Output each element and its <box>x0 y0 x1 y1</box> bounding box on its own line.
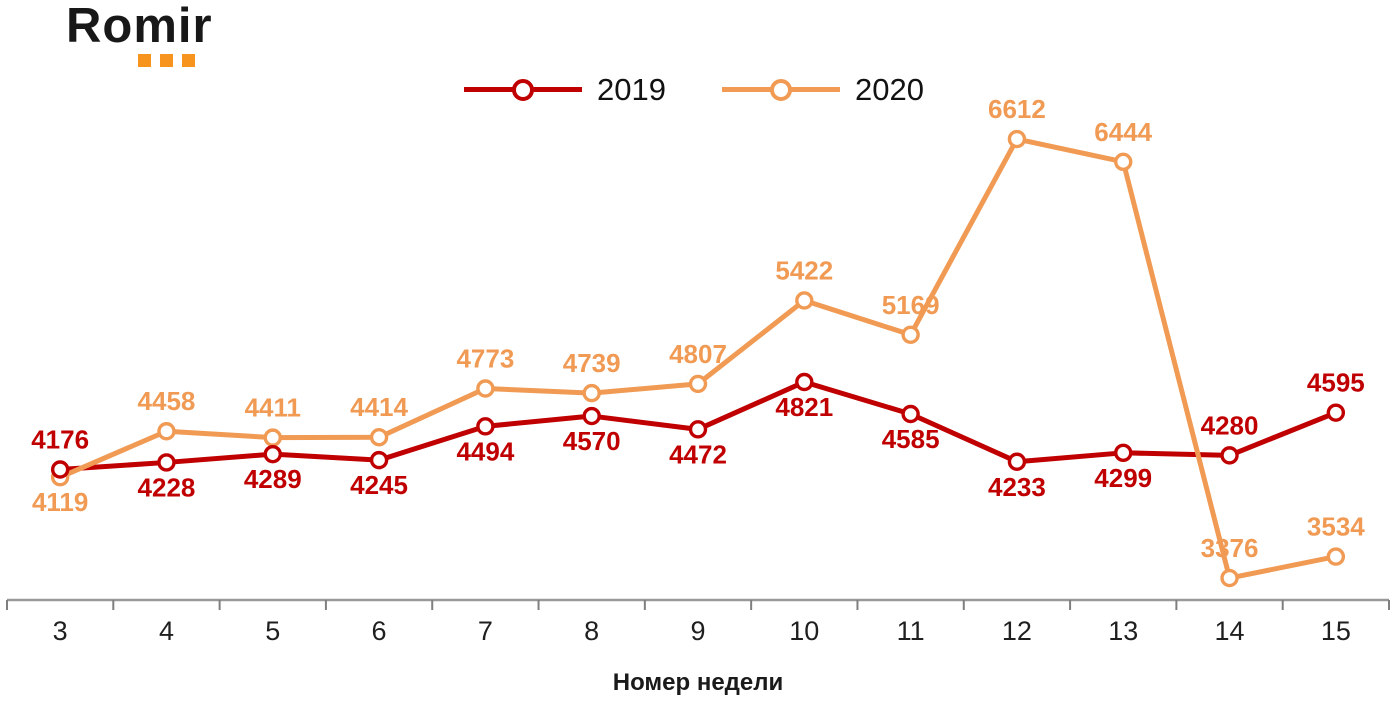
data-label-2020-week-4: 4458 <box>138 386 196 416</box>
data-label-2020-week-15: 3534 <box>1307 512 1365 542</box>
marker-2019-week-15 <box>1326 403 1346 422</box>
marker-2019-week-5 <box>263 444 282 464</box>
marker-2020-week-7 <box>476 379 495 398</box>
marker-2020-week-10 <box>795 291 814 310</box>
marker-2019-week-7 <box>476 417 495 436</box>
data-label-2019-week-3: 4176 <box>31 424 89 454</box>
marker-2019-week-14 <box>1220 446 1239 465</box>
data-label-2019-week-8: 4570 <box>563 426 621 456</box>
romir-logo: Romir <box>66 2 213 67</box>
data-label-2019-week-11: 4585 <box>882 424 940 454</box>
romir-logo-text: Romir <box>66 0 213 53</box>
legend-label-2019: 2019 <box>597 72 666 107</box>
x-tick-label: 4 <box>159 616 174 646</box>
marker-2020-week-9 <box>688 374 708 394</box>
data-label-2019-week-10: 4821 <box>775 392 833 422</box>
marker-2019-week-8 <box>582 406 601 426</box>
legend-circle-marker-icon <box>769 78 792 101</box>
marker-2020-week-11 <box>901 325 920 344</box>
data-label-2020-week-12: 6612 <box>988 94 1046 124</box>
data-label-2020-week-9: 4807 <box>669 339 727 369</box>
marker-2020-week-15 <box>1326 547 1346 566</box>
data-label-2019-week-4: 4228 <box>138 472 196 502</box>
x-tick-label: 7 <box>478 616 493 646</box>
data-label-2020-week-11: 5169 <box>882 290 940 320</box>
data-label-2020-week-10: 5422 <box>775 255 833 285</box>
data-label-2019-week-6: 4245 <box>350 470 408 500</box>
marker-2019-week-3 <box>50 460 70 479</box>
x-tick-label: 5 <box>265 616 280 646</box>
data-label-2019-week-15: 4595 <box>1307 368 1365 398</box>
data-label-2019-week-12: 4233 <box>988 472 1046 502</box>
data-label-2019-week-5: 4289 <box>244 464 302 494</box>
data-label-2020-week-5: 4411 <box>245 393 301 423</box>
marker-2019-week-13 <box>1114 443 1133 463</box>
legend-line-marker-2020-icon <box>721 78 840 101</box>
x-tick-label: 10 <box>789 616 819 646</box>
x-tick-label: 11 <box>897 616 925 646</box>
marker-2020-week-5 <box>263 428 282 447</box>
x-tick-label: 12 <box>1002 616 1032 646</box>
logo-dot-icon <box>138 54 151 67</box>
marker-2020-week-12 <box>1007 129 1027 149</box>
data-label-2020-week-13: 6444 <box>1094 117 1152 147</box>
data-label-2020-week-14: 3376 <box>1201 533 1259 563</box>
marker-2019-week-6 <box>369 450 389 470</box>
data-label-2019-week-13: 4299 <box>1094 463 1152 493</box>
marker-2019-week-11 <box>901 404 920 424</box>
data-label-2020-week-8: 4739 <box>563 348 621 378</box>
x-tick-label: 3 <box>53 616 68 646</box>
romir-logo-dots-icon <box>138 54 213 67</box>
x-tick-label: 14 <box>1215 616 1245 646</box>
data-label-2019-week-14: 4280 <box>1201 410 1259 440</box>
x-tick-label: 13 <box>1108 616 1138 646</box>
marker-2020-week-8 <box>582 383 601 403</box>
marker-2019-week-12 <box>1007 452 1027 471</box>
marker-2019-week-4 <box>157 453 176 472</box>
data-label-2020-week-3: 4119 <box>32 487 88 517</box>
legend-label-2020: 2020 <box>854 72 924 107</box>
x-tick-label: 8 <box>584 616 599 646</box>
marker-2020-week-13 <box>1114 152 1133 172</box>
legend-line-marker-2019-icon <box>464 78 582 101</box>
marker-2020-week-4 <box>157 422 176 441</box>
marker-2020-week-14 <box>1220 568 1239 588</box>
marker-2020-week-6 <box>369 428 389 447</box>
x-tick-label: 6 <box>372 616 387 646</box>
chart-legend: 2019 2020 <box>464 74 924 105</box>
x-axis-title: Номер недели <box>613 669 784 696</box>
logo-dot-icon <box>182 54 195 67</box>
x-tick-label: 15 <box>1321 616 1351 646</box>
data-label-2019-week-9: 4472 <box>669 439 727 469</box>
legend-circle-marker-icon <box>512 78 534 101</box>
legend-item-2020: 2020 <box>721 72 924 107</box>
data-label-2020-week-6: 4414 <box>350 392 408 422</box>
logo-dot-icon <box>160 54 173 67</box>
marker-2019-week-10 <box>795 372 814 392</box>
data-label-2020-week-7: 4773 <box>456 344 514 374</box>
marker-2019-week-9 <box>688 420 708 439</box>
legend-item-2019: 2019 <box>464 74 666 105</box>
data-label-2019-week-7: 4494 <box>456 436 514 466</box>
x-tick-label: 9 <box>690 616 705 646</box>
